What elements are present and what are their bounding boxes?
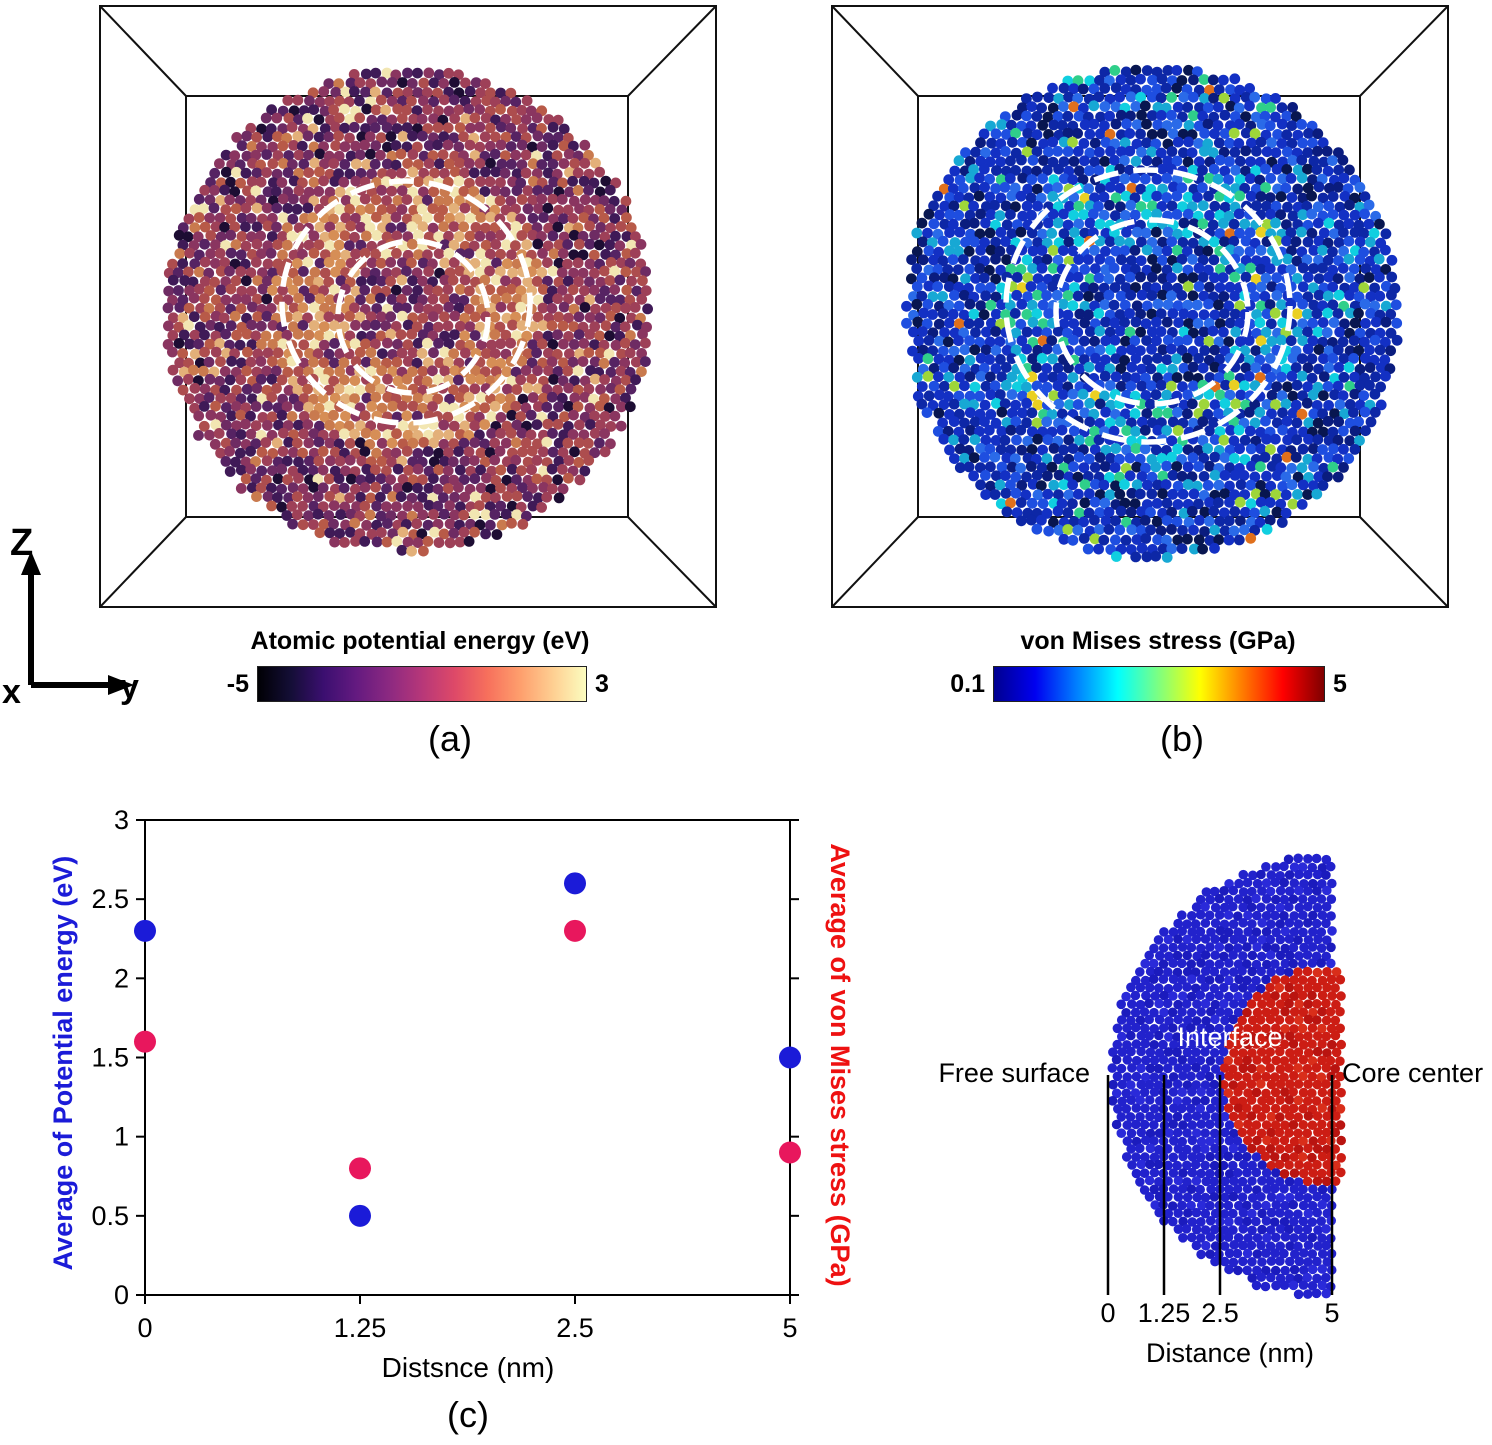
dashed-interface-rings-a — [279, 178, 533, 426]
schematic-distance-label: Distance (nm) — [1145, 1338, 1315, 1368]
y-tick-label: 2.5 — [91, 884, 129, 914]
colorbar-a-max: 3 — [595, 670, 609, 698]
panel-a-render — [99, 5, 717, 608]
distance-tick-label: 5 — [1324, 1298, 1339, 1328]
data-point — [564, 919, 586, 942]
y-tick-label: 2 — [114, 963, 129, 993]
interface-label: Interface — [1177, 1022, 1283, 1052]
distance-tick-label: 2.5 — [1201, 1298, 1239, 1328]
panel-b-render — [831, 5, 1449, 608]
panel-a-label: (a) — [428, 718, 472, 759]
panel-b-label: (b) — [1160, 718, 1204, 759]
distance-tick-label: 0 — [1100, 1298, 1115, 1328]
core-shell-schematic: 0 1.25 2.5 5 — [1100, 853, 1346, 1328]
colorbar-b-gradient — [993, 666, 1325, 702]
chart-ylabel-right: Average of von Mises stress (GPa) — [825, 843, 855, 1287]
y-tick-label: 1 — [114, 1122, 129, 1152]
y-tick-label: 0.5 — [91, 1201, 129, 1231]
z-axis-arrowhead — [21, 551, 41, 575]
x-tick-label: 2.5 — [556, 1313, 594, 1343]
x-tick-label: 0 — [137, 1313, 152, 1343]
y-tick-label: 1.5 — [91, 1043, 129, 1073]
y-tick-label: 3 — [114, 805, 129, 835]
data-point — [134, 919, 156, 942]
data-point — [349, 1157, 371, 1180]
colorbar-a-gradient — [257, 666, 587, 702]
x-tick-label: 1.25 — [334, 1313, 387, 1343]
axis-y-label: y — [120, 668, 139, 706]
data-point — [134, 1030, 156, 1053]
distance-tick-label: 1.25 — [1138, 1298, 1191, 1328]
y-axis-arrowhead — [108, 675, 134, 695]
colorbar-a-min: -5 — [226, 670, 249, 698]
chart-xlabel: Distsnce (nm) — [381, 1352, 555, 1383]
panel-c-label: (c) — [447, 1394, 489, 1435]
data-point — [349, 1204, 371, 1227]
colorbar-b-min: 0.1 — [950, 670, 985, 698]
atoms-potential-energy — [162, 67, 653, 557]
x-tick-label: 5 — [782, 1313, 797, 1343]
free-surface-label: Free surface — [938, 1058, 1090, 1088]
dashed-interface-rings-b — [1003, 167, 1293, 445]
y-tick-label: 0 — [114, 1280, 129, 1310]
data-point — [564, 872, 586, 895]
plot-area — [144, 819, 791, 1296]
axis-triad: Z x y — [2, 522, 139, 711]
colorbar-a-title: Atomic potential energy (eV) — [250, 627, 590, 655]
atoms-von-mises-stress — [901, 64, 1403, 563]
chart-ylabel-left: Average of Potential energy (eV) — [48, 855, 78, 1271]
data-point — [779, 1046, 801, 1069]
schematic-atoms — [1107, 853, 1346, 1300]
core-center-label: Core center — [1342, 1058, 1484, 1088]
data-point — [779, 1141, 801, 1164]
axis-x-label: x — [2, 673, 21, 711]
colorbar-b-title: von Mises stress (GPa) — [1020, 627, 1296, 655]
chart-average-vs-distance: 0 0.5 1 1.5 2 2.5 3 0 1.25 2.5 5 — [91, 805, 801, 1343]
colorbar-b-max: 5 — [1333, 670, 1347, 698]
axis-z-label: Z — [10, 522, 33, 564]
